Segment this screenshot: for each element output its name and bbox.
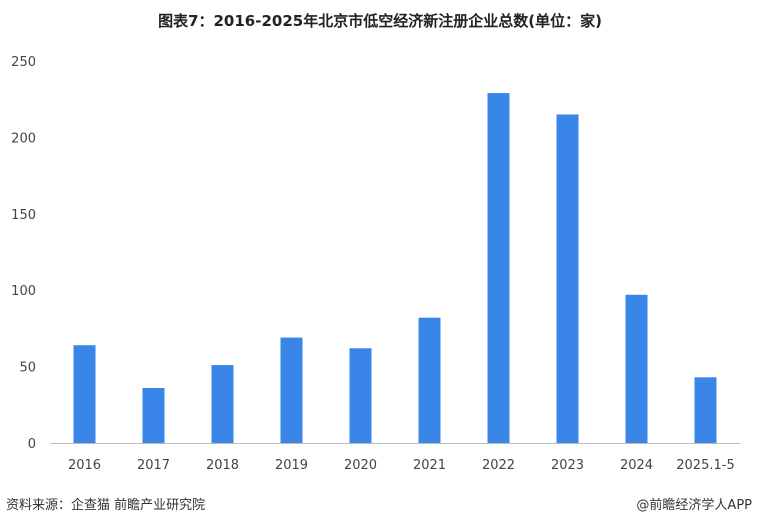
x-tick-label: 2017 (137, 458, 170, 473)
bars (73, 93, 717, 443)
bar-chart: 0 50 100 150 200 250 2016 2017 2018 2019 2020 2021… (11, 55, 740, 473)
x-tick-label: 2018 (206, 458, 239, 473)
bar-2017 (142, 387, 165, 443)
bar-2021 (418, 317, 441, 443)
bar-2019 (280, 337, 303, 443)
y-axis-ticks: 0 50 100 150 200 250 (11, 55, 36, 452)
x-tick-label: 2022 (482, 458, 515, 473)
y-tick-label: 0 (28, 437, 36, 452)
y-tick-label: 200 (11, 131, 36, 146)
source-note: 资料来源：企查猫 前瞻产业研究院 (6, 498, 206, 513)
bar-2016 (73, 345, 96, 443)
x-tick-label: 2023 (551, 458, 584, 473)
x-axis-ticks: 2016 2017 2018 2019 2020 2021 2022 2023 2024 2025… (68, 458, 735, 473)
x-tick-label: 2019 (275, 458, 308, 473)
x-tick-label: 2024 (620, 458, 653, 473)
bar-2025.1-5 (694, 377, 717, 443)
bar-2020 (349, 348, 372, 443)
chart-title: 图表7：2016-2025年北京市低空经济新注册企业总数(单位：家) (158, 12, 602, 30)
x-tick-label: 2025.1-5 (676, 458, 734, 473)
y-tick-label: 50 (19, 361, 36, 376)
y-tick-label: 150 (11, 208, 36, 223)
credit-note: @前瞻经济学人APP (636, 498, 752, 513)
y-tick-label: 250 (11, 55, 36, 70)
bar-2024 (625, 294, 648, 443)
y-tick-label: 100 (11, 284, 36, 299)
bar-2022 (487, 93, 510, 443)
bar-2018 (211, 365, 234, 443)
x-tick-label: 2021 (413, 458, 446, 473)
x-tick-label: 2016 (68, 458, 101, 473)
x-tick-label: 2020 (344, 458, 377, 473)
bar-2023 (556, 114, 579, 443)
